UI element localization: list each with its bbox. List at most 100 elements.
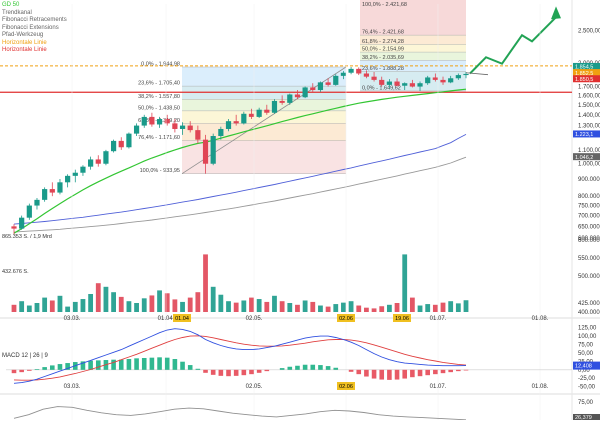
volume-annotation-top: 865.353 S. / 1,9 Mrd (2, 234, 52, 240)
legend-fib-retracement[interactable]: Fibonacci Retracements (2, 17, 67, 23)
legend-trendchannel[interactable]: Trendkanal (2, 9, 32, 16)
volume-bar (310, 301, 316, 312)
macd-axis-tick-label: 125,00 (578, 326, 597, 332)
volume-bar (218, 294, 224, 312)
macd-histogram-bar (295, 365, 300, 370)
macd-histogram-bar (302, 364, 308, 370)
fib-extension-label: 76,4% - 2.421,68 (362, 30, 404, 36)
volume-bar (279, 301, 285, 312)
volume-bar (241, 300, 247, 312)
price-axis-tick-label: 650.000,00 (578, 224, 600, 230)
volume-axis-tick-label: 425.000,00 (578, 301, 600, 307)
legend-ma50[interactable]: GD 50 (2, 2, 20, 8)
legend-hline-red[interactable]: Horizontale Linie (2, 47, 47, 53)
candle-body (310, 87, 316, 91)
candle-body (95, 159, 101, 164)
macd-histogram-bar (149, 357, 155, 370)
price-label-badge (573, 130, 600, 138)
macd-histogram-bar (118, 359, 124, 370)
price-axis-tick-label: 1.700,00 (578, 85, 600, 91)
volume-bar (417, 305, 423, 312)
macd-histogram-bar (387, 369, 392, 380)
volume-bar (341, 302, 346, 312)
volume-bar (318, 305, 323, 312)
candle-body (248, 113, 255, 117)
candle-body (42, 189, 48, 200)
fib-extension-zone (360, 0, 466, 36)
volume-bar (364, 307, 369, 312)
candle-body (34, 199, 40, 206)
fib-retracement-label: 100,0% - 933,95 (140, 168, 180, 174)
volume-bar (325, 306, 331, 312)
macd-histogram-bar (65, 363, 70, 370)
date-highlight-label: 02.06 (339, 316, 353, 322)
fib-retracement-zone (182, 99, 346, 111)
macd-histogram-bar (348, 369, 354, 372)
volume-bar (371, 308, 377, 312)
macd-histogram-bar (42, 367, 47, 370)
candle-body (287, 94, 293, 103)
candle-body (141, 116, 147, 126)
volume-bar (233, 302, 239, 312)
legend-path-tool[interactable]: Pfad-Werkzeug (2, 32, 44, 38)
candle-body (195, 130, 201, 140)
candle-body (164, 119, 170, 124)
volume-bar (425, 304, 431, 312)
price-axis-tick-label: 800.000,00 (578, 194, 600, 200)
candle-body (103, 151, 109, 164)
osc-value-badge (573, 414, 600, 420)
volume-bar (42, 297, 48, 312)
fib-retracement-label: 23,6% - 1.705,40 (138, 81, 180, 87)
fib-retracement-label: 38,2% - 1.557,80 (138, 94, 180, 100)
date-highlight-badge (393, 314, 411, 322)
path-tool-line (469, 16, 557, 75)
macd-histogram-bar (172, 359, 178, 370)
candle-body (187, 125, 193, 131)
macd-histogram-bar (433, 369, 438, 375)
price-axis-tick-label: 1.100,00 (578, 148, 600, 154)
macd-histogram-bar (226, 369, 231, 377)
candle-body (317, 82, 324, 91)
legend-hline-orange[interactable]: Horizontale Linie (2, 39, 47, 46)
macd-histogram-bar (164, 357, 170, 370)
volume-bar (210, 286, 216, 312)
volume-bar (57, 295, 63, 312)
price-label-badge (573, 69, 600, 77)
candle-body (363, 73, 370, 77)
candle-body (356, 68, 362, 74)
macd-histogram-bar (456, 369, 461, 372)
candle-body (225, 121, 232, 129)
macd-histogram-bar (249, 369, 254, 375)
candle-body (417, 83, 423, 87)
macd-histogram-bar (325, 366, 331, 370)
fib-extension-label: 61,8% - 2.274,28 (362, 39, 404, 45)
macd-title: MACD 12 | 26 | 9 (2, 353, 48, 359)
candle-body (80, 166, 86, 173)
volume-bar (141, 298, 147, 312)
candle-body (386, 81, 392, 85)
macd-axis-tick-label: 75,00 (578, 343, 594, 349)
volume-bar (72, 301, 78, 312)
macd-histogram-bar (379, 369, 385, 380)
macd-histogram-bar (34, 369, 40, 370)
macd-histogram-bar (394, 369, 400, 380)
volume-bar (149, 295, 155, 312)
ma50-line (13, 88, 467, 234)
candle-body (26, 205, 32, 218)
fib-retracement-label: 0,0% - 1.944,98 (141, 62, 180, 68)
price-axis-tick-label: 600.000,00 (578, 236, 600, 242)
candle-body (149, 116, 155, 125)
price-label-text: 1.852,5 (575, 71, 593, 77)
macd-histogram-bar (279, 368, 285, 370)
candle-body (448, 78, 454, 83)
volume-bar (402, 254, 408, 312)
fib-extension-zone (360, 71, 466, 91)
legend-fib-extension[interactable]: Fibonacci Extensions (2, 24, 59, 31)
price-label-text: 1.046,2 (575, 155, 593, 161)
volume-bar (256, 299, 262, 312)
macd-histogram-bar (57, 364, 63, 370)
macd-histogram-bar (333, 367, 339, 370)
price-axis-tick-label: 1.400,00 (578, 113, 600, 119)
candle-body (156, 119, 163, 125)
